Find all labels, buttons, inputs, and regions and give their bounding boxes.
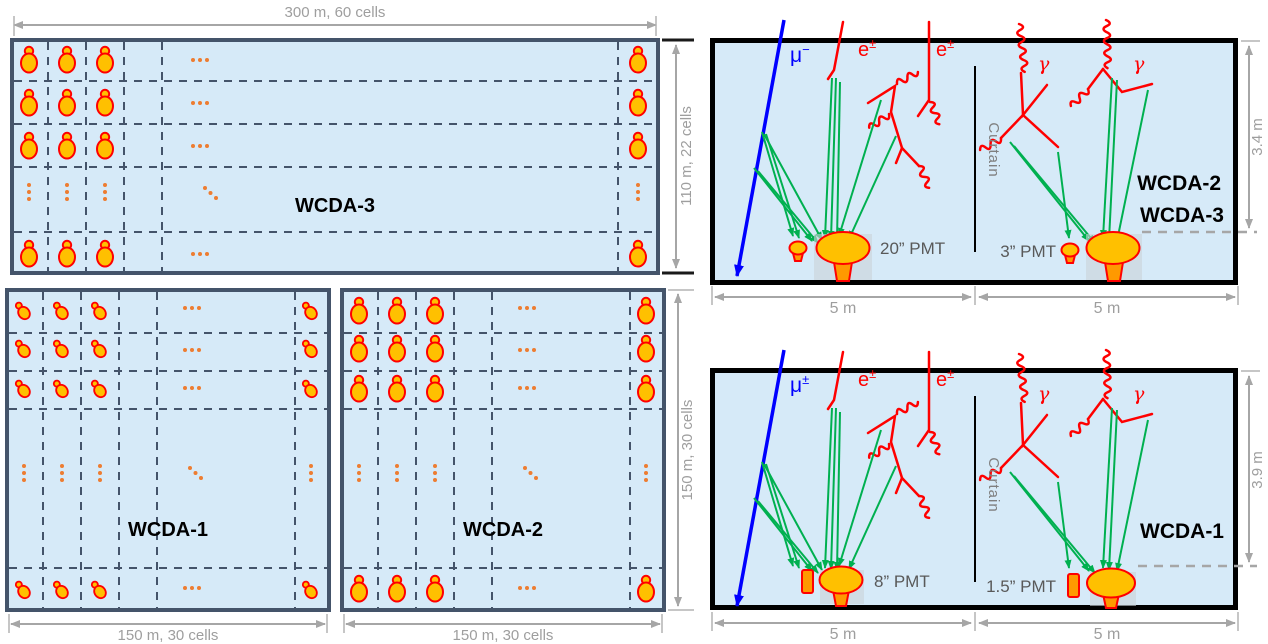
ellipsis-icon — [309, 464, 313, 482]
ellipsis-icon — [191, 252, 209, 256]
gamma-label-2: γ — [1133, 383, 1145, 405]
ellipsis-icon — [103, 183, 107, 201]
gamma-label-1: γ — [1038, 53, 1050, 75]
ellipsis-icon — [191, 58, 209, 62]
electron-label-1: e± — [858, 366, 876, 391]
ellipsis-icon — [636, 183, 640, 201]
ellipsis-icon — [22, 464, 26, 482]
cross-bottom-width-left-label: 5 m — [830, 626, 857, 643]
cross-top-width-left-label: 5 m — [830, 300, 857, 317]
wcda2-plan-panel: WCDA-2 150 m, 30 cells 150 m, 30 cells — [340, 288, 696, 644]
wcda1-label: WCDA-1 — [128, 519, 208, 541]
small-pmt-icon — [1067, 573, 1080, 598]
wcda2-right-dimension-label: 150 m, 30 cells — [679, 400, 696, 501]
ellipsis-icon — [183, 386, 201, 390]
wcda2-tank — [340, 288, 666, 612]
ellipsis-icon — [191, 144, 209, 148]
large-pmt-icon — [815, 231, 871, 265]
electron-label-1: e± — [858, 36, 876, 61]
wcda1-bottom-dimension-label: 150 m, 30 cells — [118, 627, 219, 644]
ellipsis-icon — [65, 183, 69, 201]
ellipsis-icon — [518, 348, 536, 352]
muon-label: μ− — [790, 42, 810, 67]
cross-section-bottom-panel: μ± e± e± γ γ Curtain WCDA-1 8” PMT 1.5” … — [710, 350, 1266, 643]
large-pmt-label: 20” PMT — [880, 239, 945, 258]
ellipsis-icon — [27, 183, 31, 201]
ellipsis-icon — [183, 348, 201, 352]
wcda2-bottom-dimension-label: 150 m, 30 cells — [453, 627, 554, 644]
ellipsis-icon — [395, 464, 399, 482]
ellipsis-icon — [191, 101, 209, 105]
ellipsis-icon — [644, 464, 648, 482]
wcda2-cell-grid — [344, 292, 662, 608]
wcda3-top-dimension-label: 300 m, 60 cells — [285, 4, 386, 21]
ellipsis-icon — [518, 586, 536, 590]
ellipsis-icon — [518, 386, 536, 390]
ellipsis-icon — [183, 586, 201, 590]
large-pmt-icon — [1085, 231, 1141, 265]
wcda1-cell-grid — [9, 292, 327, 608]
small-pmt-icon — [1060, 242, 1080, 258]
cross-bottom-pmts: 8” PMT 1.5” PMT — [801, 565, 1136, 609]
wcda1-tank — [5, 288, 331, 612]
curtain-label: Curtain — [985, 122, 1002, 177]
ellipsis-icon — [433, 464, 437, 482]
ellipsis-icon — [357, 464, 361, 482]
ellipsis-icon — [98, 464, 102, 482]
cross-bottom-width-right-label: 5 m — [1094, 626, 1121, 643]
large-pmt-icon — [1086, 567, 1136, 599]
small-pmt-label: 3” PMT — [1000, 242, 1056, 261]
wcda3-cell-grid — [14, 42, 656, 271]
cross-bottom-tank-names: WCDA-1 — [1140, 520, 1224, 543]
wcda3-plan-panel: 300 m, 60 cells WCDA-3 110 m, 22 cells — [10, 4, 695, 275]
gamma-label-2: γ — [1133, 53, 1145, 75]
curtain-label: Curtain — [985, 457, 1002, 512]
muon-label: μ± — [790, 372, 809, 397]
cross-section-top-panel: μ− e± e± γ γ Curtain WCDA-2 WCDA-3 20” P… — [710, 20, 1266, 317]
large-pmt-label: 8” PMT — [874, 572, 930, 591]
large-pmt-icon — [818, 565, 864, 595]
wcda3-label: WCDA-3 — [295, 195, 375, 217]
wcda1-plan-panel: WCDA-1 150 m, 30 cells — [5, 288, 331, 644]
small-pmt-label: 1.5” PMT — [986, 577, 1056, 596]
electron-label-2: e± — [936, 366, 954, 391]
ellipsis-icon — [518, 306, 536, 310]
wcda2-label: WCDA-2 — [463, 519, 543, 541]
cross-bottom-depth-label: 3.9 m — [1249, 451, 1266, 489]
ellipsis-icon — [60, 464, 64, 482]
small-pmt-icon — [788, 240, 808, 256]
cross-top-pmts: 20” PMT 3” PMT — [788, 231, 1142, 282]
ellipsis-icon — [183, 306, 201, 310]
wcda3-right-dimension-label: 110 m, 22 cells — [678, 106, 695, 206]
cross-top-tank-names: WCDA-2 WCDA-3 — [1137, 172, 1227, 227]
cross-top-width-right-label: 5 m — [1094, 300, 1121, 317]
small-pmt-icon — [801, 569, 814, 594]
electron-label-2: e± — [936, 36, 954, 61]
cross-top-depth-label: 3.4 m — [1249, 118, 1266, 156]
gamma-label-1: γ — [1038, 383, 1050, 405]
wcda3-tank — [10, 38, 660, 275]
